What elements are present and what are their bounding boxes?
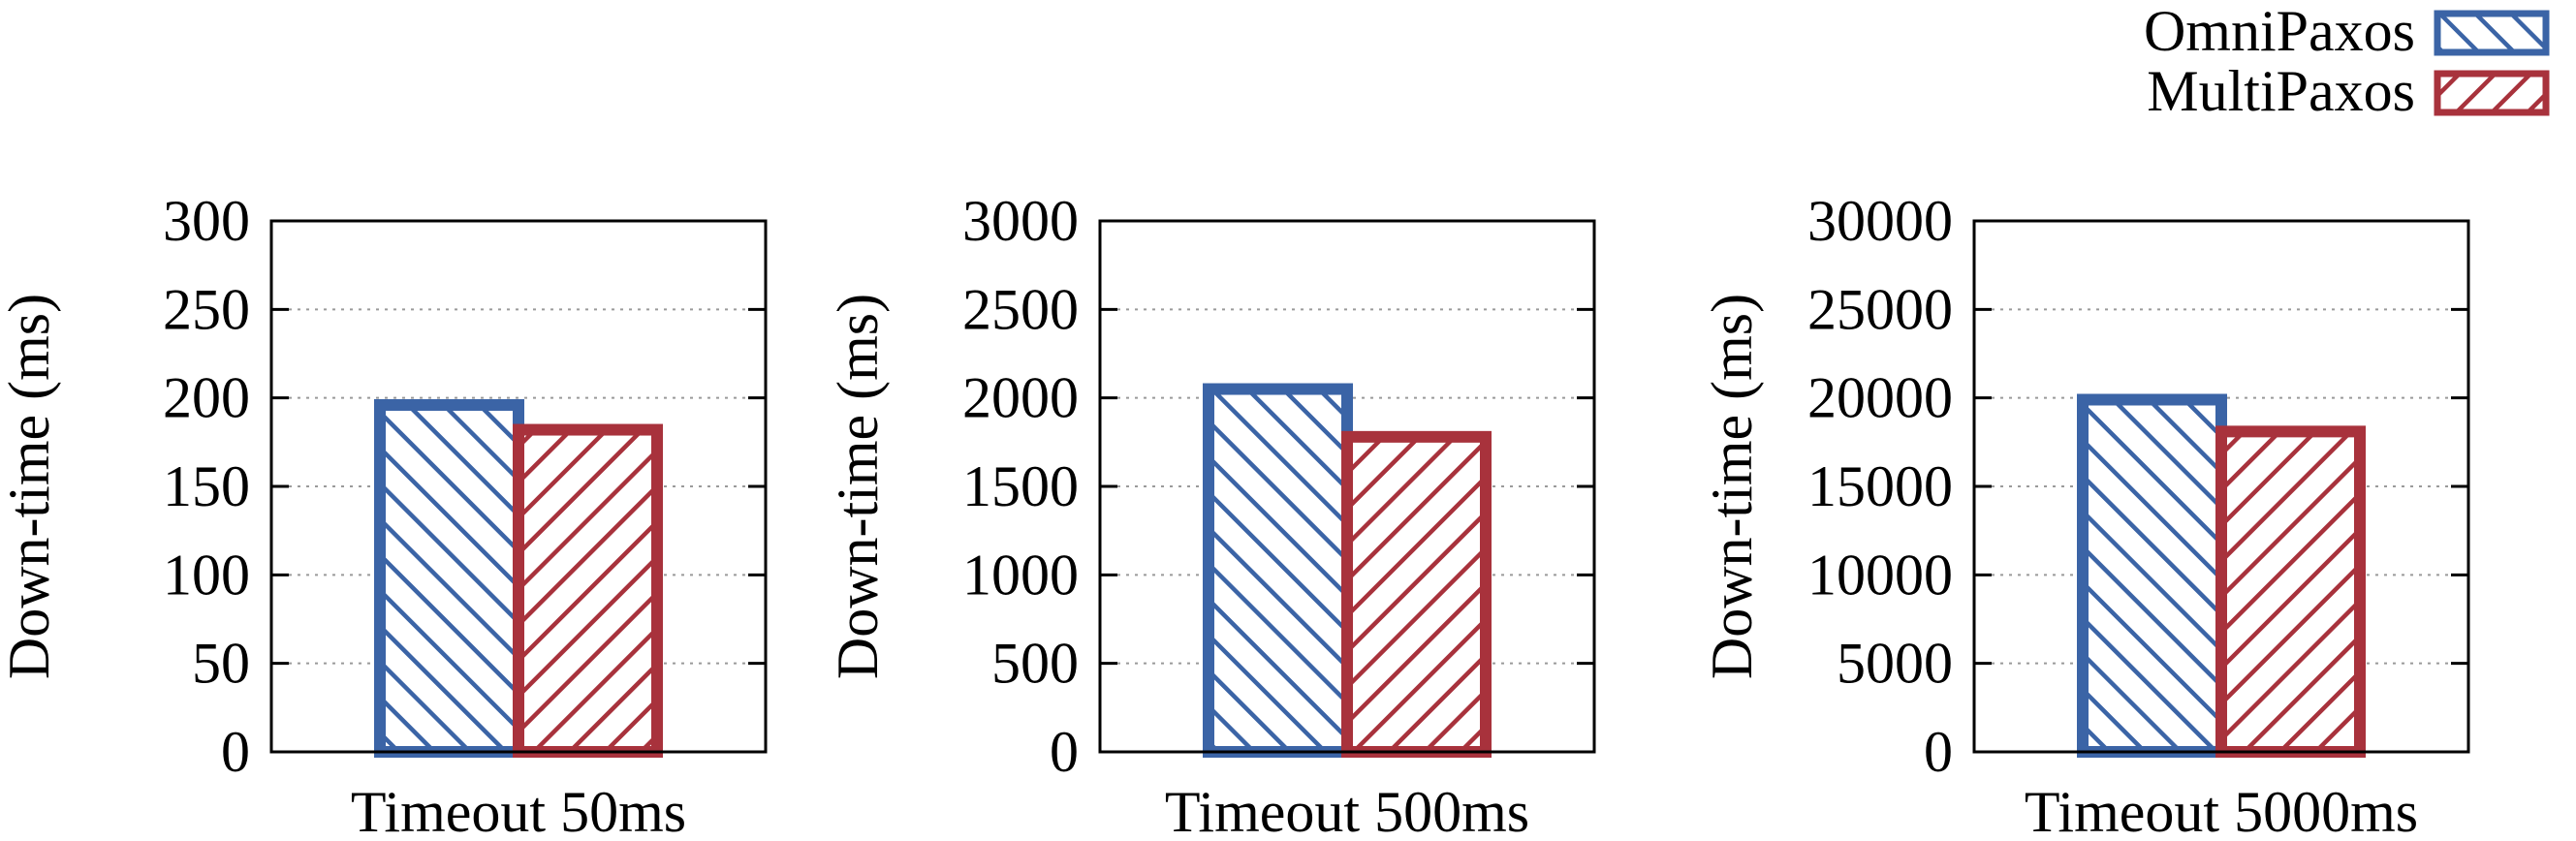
bar-omnipaxos	[374, 398, 524, 758]
chart-panel-3: 0 5000 10000 15000 20000 25000 30000 Down-time …	[1700, 189, 2470, 841]
y-tick-label: 150	[163, 454, 250, 518]
bar-multipaxos	[513, 423, 663, 758]
y-tick-label: 20000	[1807, 366, 1953, 430]
y-tick-label: 25000	[1807, 277, 1953, 341]
y-tick-label: 2500	[962, 277, 1079, 341]
plot-frame	[1098, 219, 1596, 754]
plot-frame	[269, 219, 768, 754]
plot-frame	[1972, 219, 2470, 754]
legend-label-omnipaxos: OmniPaxos	[2144, 0, 2415, 63]
legend-entry-omnipaxos: OmniPaxos	[2144, 0, 2550, 63]
bar-multipaxos	[2215, 425, 2366, 758]
y-axis-title: Down-time (ms)	[1700, 294, 1764, 679]
y-tick-label: 1500	[962, 454, 1079, 518]
y-tick-label: 100	[163, 543, 250, 607]
y-tick-label: 5000	[1837, 632, 1953, 696]
y-tick-label: 500	[991, 632, 1079, 696]
legend-swatch-omnipaxos	[2434, 10, 2550, 56]
y-tick-label: 300	[163, 189, 250, 253]
legend: OmniPaxos MultiPaxos	[2144, 0, 2550, 123]
legend-entry-multipaxos: MultiPaxos	[2147, 59, 2550, 123]
legend-label-multipaxos: MultiPaxos	[2147, 59, 2415, 123]
y-tick-label: 15000	[1807, 454, 1953, 518]
chart-panels: 0 50 100 150 200 250 300 Down-time (ms) Timeout …	[0, 189, 2470, 841]
y-tick-label: 200	[163, 366, 250, 430]
y-axis-title: Down-time (ms)	[826, 294, 890, 679]
y-tick-label: 3000	[962, 189, 1079, 253]
y-tick-label: 10000	[1807, 543, 1953, 607]
y-tick-label: 30000	[1807, 189, 1953, 253]
y-tick-label: 0	[1924, 720, 1953, 784]
category-label: Timeout 5000ms	[2025, 780, 2418, 841]
bar-omnipaxos	[1203, 383, 1353, 758]
bar-omnipaxos	[2077, 393, 2227, 758]
y-tick-label: 1000	[962, 543, 1079, 607]
chart-panel-2: 0 500 1000 1500 2000 2500 3000 Down-time (ms) Ti…	[826, 189, 1596, 841]
chart-panel-1: 0 50 100 150 200 250 300 Down-time (ms) Timeout …	[0, 189, 768, 841]
y-tick-label: 0	[221, 720, 250, 784]
y-tick-label: 250	[163, 277, 250, 341]
y-axis-title: Down-time (ms)	[0, 294, 61, 679]
category-label: Timeout 50ms	[351, 780, 686, 841]
y-tick-label: 50	[192, 632, 250, 696]
category-label: Timeout 500ms	[1165, 780, 1529, 841]
y-tick-label: 2000	[962, 366, 1079, 430]
y-tick-label: 0	[1050, 720, 1079, 784]
legend-swatch-multipaxos	[2434, 70, 2550, 116]
bar-multipaxos	[1341, 430, 1492, 758]
